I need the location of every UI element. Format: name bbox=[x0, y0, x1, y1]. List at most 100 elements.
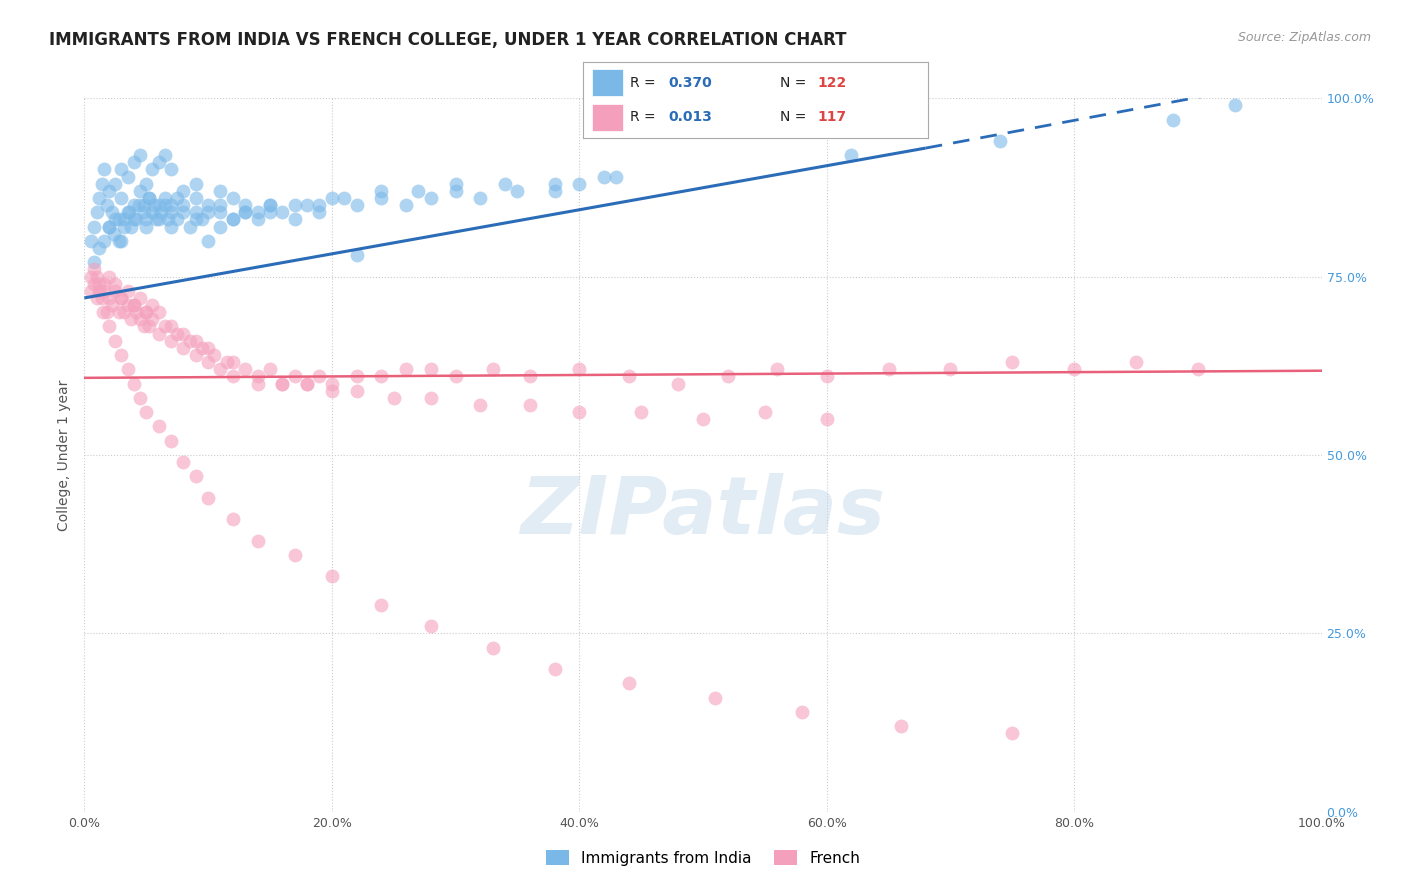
Point bbox=[98, 219, 121, 234]
Point bbox=[135, 219, 157, 234]
Point bbox=[284, 212, 307, 227]
Point bbox=[617, 676, 640, 690]
Point bbox=[93, 162, 115, 177]
Point bbox=[506, 184, 529, 198]
Point bbox=[815, 412, 838, 426]
Point bbox=[104, 277, 127, 291]
Point bbox=[1001, 355, 1024, 369]
Point bbox=[191, 341, 214, 355]
Point bbox=[148, 326, 170, 341]
Point bbox=[444, 369, 467, 384]
FancyBboxPatch shape bbox=[592, 104, 623, 130]
Point bbox=[104, 212, 127, 227]
Point bbox=[108, 212, 131, 227]
Point bbox=[129, 291, 152, 305]
Point bbox=[184, 205, 207, 219]
Point bbox=[83, 262, 105, 277]
Point bbox=[148, 419, 170, 434]
Point bbox=[222, 369, 245, 384]
Point bbox=[153, 148, 176, 162]
Point bbox=[543, 184, 565, 198]
Point bbox=[125, 305, 148, 319]
Point bbox=[370, 191, 392, 205]
Point bbox=[271, 376, 294, 391]
Point bbox=[112, 219, 135, 234]
Point bbox=[321, 384, 343, 398]
Point bbox=[132, 198, 155, 212]
Point bbox=[988, 134, 1011, 148]
Point bbox=[148, 198, 170, 212]
Point bbox=[222, 191, 245, 205]
Point bbox=[222, 512, 245, 526]
Point bbox=[179, 334, 201, 348]
Legend: Immigrants from India, French: Immigrants from India, French bbox=[540, 844, 866, 871]
Point bbox=[519, 369, 541, 384]
Point bbox=[246, 369, 269, 384]
Point bbox=[1161, 112, 1184, 127]
Point bbox=[395, 362, 418, 376]
Point bbox=[419, 362, 441, 376]
Point bbox=[333, 191, 356, 205]
Point bbox=[110, 191, 132, 205]
Point bbox=[346, 198, 368, 212]
Point bbox=[543, 177, 565, 191]
Point bbox=[160, 205, 183, 219]
Point bbox=[90, 177, 112, 191]
Point bbox=[125, 212, 148, 227]
Point bbox=[209, 205, 232, 219]
Point bbox=[295, 198, 318, 212]
Point bbox=[1187, 362, 1209, 376]
Point bbox=[153, 198, 176, 212]
Point bbox=[150, 205, 173, 219]
Text: 0.370: 0.370 bbox=[668, 76, 711, 89]
Text: N =: N = bbox=[780, 110, 811, 124]
Point bbox=[160, 198, 183, 212]
Point bbox=[295, 376, 318, 391]
Point bbox=[112, 305, 135, 319]
Point bbox=[172, 205, 194, 219]
Point bbox=[110, 162, 132, 177]
Point bbox=[184, 469, 207, 483]
Point bbox=[222, 212, 245, 227]
Point bbox=[110, 348, 132, 362]
Point bbox=[142, 198, 165, 212]
Point bbox=[93, 277, 115, 291]
Point bbox=[160, 162, 183, 177]
Text: IMMIGRANTS FROM INDIA VS FRENCH COLLEGE, UNDER 1 YEAR CORRELATION CHART: IMMIGRANTS FROM INDIA VS FRENCH COLLEGE,… bbox=[49, 31, 846, 49]
Text: R =: R = bbox=[630, 110, 659, 124]
Point bbox=[419, 619, 441, 633]
Point bbox=[184, 348, 207, 362]
Point bbox=[79, 269, 101, 284]
Point bbox=[138, 319, 160, 334]
Point bbox=[166, 212, 188, 227]
Point bbox=[197, 341, 219, 355]
Point bbox=[370, 369, 392, 384]
Point bbox=[122, 298, 145, 312]
Point bbox=[141, 162, 163, 177]
Point bbox=[160, 334, 183, 348]
Point bbox=[184, 212, 207, 227]
Point bbox=[148, 305, 170, 319]
Point bbox=[321, 376, 343, 391]
Point bbox=[717, 369, 740, 384]
Point bbox=[98, 219, 121, 234]
Point bbox=[98, 291, 121, 305]
Point bbox=[308, 369, 330, 384]
Point bbox=[141, 298, 163, 312]
Point bbox=[98, 269, 121, 284]
Point bbox=[233, 205, 256, 219]
Point bbox=[246, 533, 269, 548]
Point bbox=[222, 212, 245, 227]
Point bbox=[122, 212, 145, 227]
Point bbox=[135, 405, 157, 419]
Point bbox=[233, 362, 256, 376]
Point bbox=[321, 191, 343, 205]
Point bbox=[481, 362, 503, 376]
Point bbox=[172, 184, 194, 198]
Point bbox=[98, 184, 121, 198]
Point bbox=[605, 169, 627, 184]
Point bbox=[89, 284, 111, 298]
Point bbox=[89, 241, 111, 255]
Point bbox=[93, 284, 115, 298]
Point bbox=[122, 376, 145, 391]
